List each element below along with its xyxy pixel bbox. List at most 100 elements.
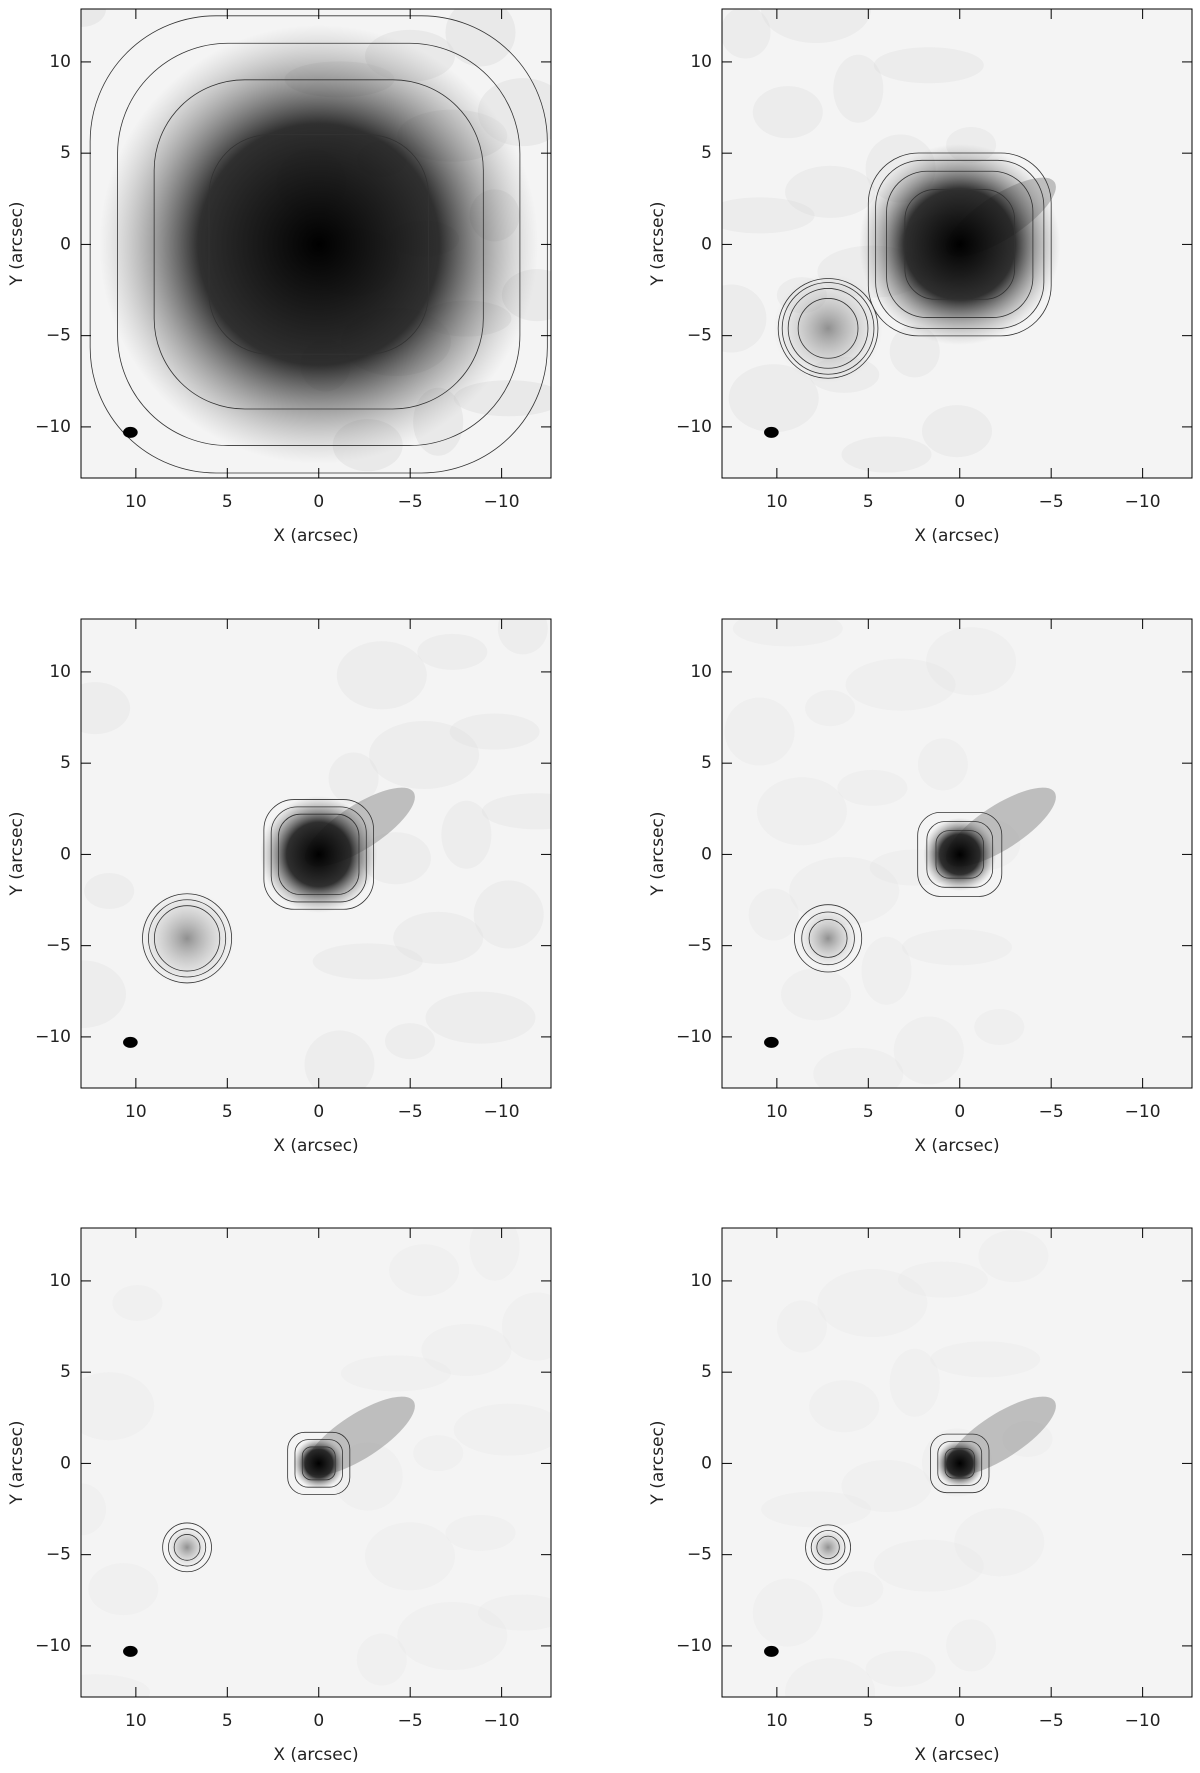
y-tick-label: 0 <box>701 1453 712 1473</box>
beam <box>764 1645 779 1657</box>
contour <box>301 1446 336 1481</box>
noise <box>813 1047 904 1088</box>
y-axis-label: Y (arcsec) <box>648 201 668 286</box>
y-axis-label: Y (arcsec) <box>7 1420 27 1505</box>
x-tick-label: 0 <box>954 1711 965 1731</box>
noise <box>425 991 536 1044</box>
y-tick-label: 10 <box>49 662 71 682</box>
y-tick-label: 0 <box>60 844 71 864</box>
y-tick-label: −10 <box>35 1636 71 1656</box>
noise <box>861 936 912 1005</box>
noise <box>873 1539 984 1592</box>
contour <box>270 806 367 903</box>
frame <box>721 618 1193 1089</box>
noise <box>732 619 843 647</box>
x-tick-label: −10 <box>1125 1102 1161 1122</box>
noise <box>917 738 968 791</box>
x-tick-label: 5 <box>222 492 233 512</box>
y-tick-label: −10 <box>35 1027 71 1047</box>
noise <box>873 47 984 84</box>
x-tick-label: 10 <box>766 492 788 512</box>
noise <box>841 436 932 473</box>
noise <box>930 1341 1041 1378</box>
noise <box>441 800 492 869</box>
noise <box>776 1300 827 1353</box>
noise <box>369 721 480 790</box>
contour <box>944 1448 975 1479</box>
x-axis-label: X (arcsec) <box>914 1136 999 1156</box>
noise <box>978 1230 1049 1283</box>
noise <box>785 165 876 218</box>
x-tick-label: −10 <box>1125 492 1161 512</box>
noise <box>477 1594 551 1631</box>
noise <box>761 1491 871 1528</box>
noise <box>922 405 992 458</box>
x-axis-label: X (arcsec) <box>914 1745 999 1765</box>
y-tick-label: 0 <box>701 234 712 254</box>
y-tick-label: 0 <box>60 234 71 254</box>
y-tick-label: −5 <box>46 326 71 346</box>
contour <box>886 170 1034 318</box>
beam <box>764 1036 779 1048</box>
noise <box>312 943 423 980</box>
noise <box>946 1619 997 1672</box>
secondary-source <box>798 909 858 968</box>
x-axis-label: X (arcsec) <box>273 526 358 546</box>
x-tick-label: 5 <box>863 492 874 512</box>
noise <box>809 1380 880 1433</box>
noise <box>445 9 516 67</box>
contour <box>867 152 1052 337</box>
image-area <box>722 619 1192 1088</box>
frame <box>80 1227 552 1698</box>
noise <box>421 1323 512 1376</box>
noise <box>304 1030 375 1088</box>
contour <box>117 42 521 446</box>
x-tick-label: 10 <box>125 1711 147 1731</box>
y-tick-label: −5 <box>687 936 712 956</box>
noise <box>845 658 956 711</box>
noise <box>473 880 544 949</box>
contour <box>153 79 484 410</box>
y-tick-label: 0 <box>701 844 712 864</box>
noise <box>781 968 851 1021</box>
x-axis-label: X (arcsec) <box>273 1745 358 1765</box>
contour <box>904 189 1016 300</box>
x-tick-label: −5 <box>1039 1102 1064 1122</box>
noise <box>752 86 823 139</box>
noise <box>837 769 908 806</box>
noise <box>389 1244 460 1297</box>
y-tick-label: −10 <box>35 417 71 437</box>
x-tick-label: 10 <box>125 492 147 512</box>
x-tick-label: 5 <box>863 1102 874 1122</box>
contour <box>153 905 221 972</box>
image-area <box>722 1228 1192 1697</box>
x-tick-label: 5 <box>863 1711 874 1731</box>
y-axis-label: Y (arcsec) <box>7 201 27 286</box>
y-tick-label: −10 <box>676 1027 712 1047</box>
x-tick-label: 10 <box>766 1711 788 1731</box>
panel: 10 5 0 −5 −10 −10 −5 0 5 10 X (arcsec) Y (arcsec) <box>648 1227 1193 1765</box>
x-tick-label: −10 <box>484 1102 520 1122</box>
x-tick-label: −5 <box>1039 492 1064 512</box>
panel: 10 5 0 −5 −10 −10 −5 0 5 10 X (arcsec) Y (arcsec) <box>7 8 552 546</box>
noise <box>761 9 871 43</box>
x-tick-label: −10 <box>1125 1711 1161 1731</box>
contour <box>278 813 360 896</box>
secondary-source <box>809 1529 847 1566</box>
x-tick-label: 10 <box>125 1102 147 1122</box>
noise <box>497 619 548 655</box>
noise <box>81 960 126 1029</box>
frame <box>80 8 552 479</box>
noise <box>902 929 1012 966</box>
noise <box>356 1633 407 1686</box>
image-area <box>81 9 551 478</box>
contour <box>875 159 1045 329</box>
y-tick-label: −10 <box>676 417 712 437</box>
contour <box>816 1535 840 1560</box>
x-tick-label: −5 <box>398 492 423 512</box>
noise <box>360 832 431 885</box>
x-tick-label: −10 <box>484 492 520 512</box>
noise <box>336 641 427 710</box>
noise <box>449 713 540 750</box>
panel: 10 5 0 −5 −10 −10 −5 0 5 10 X (arcsec) Y (arcsec) <box>648 618 1193 1156</box>
